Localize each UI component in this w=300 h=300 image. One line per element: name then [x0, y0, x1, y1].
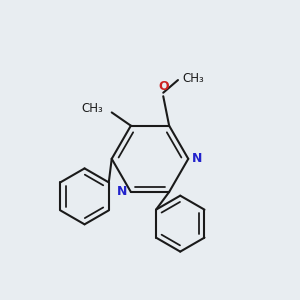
- Text: N: N: [192, 152, 202, 165]
- Text: CH₃: CH₃: [182, 72, 204, 85]
- Text: O: O: [158, 80, 169, 93]
- Text: CH₃: CH₃: [81, 101, 103, 115]
- Text: N: N: [117, 185, 127, 199]
